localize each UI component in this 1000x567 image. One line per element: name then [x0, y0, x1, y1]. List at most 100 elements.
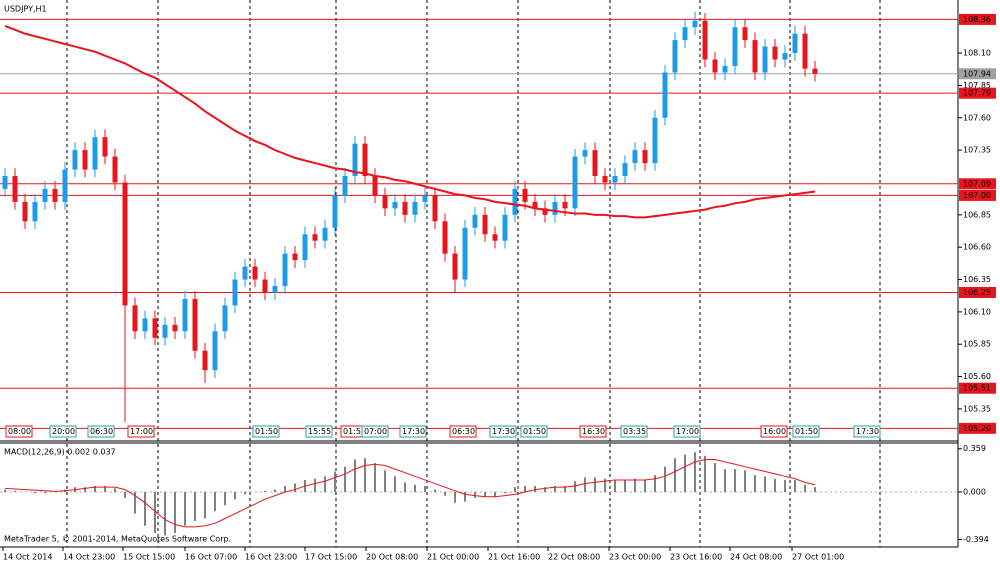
- candle-body: [792, 33, 798, 54]
- candle-body: [362, 143, 368, 176]
- y-tick-label: 107.35: [963, 146, 991, 155]
- candle-body: [442, 221, 448, 254]
- candle-body: [102, 137, 108, 157]
- candle-body: [562, 201, 568, 209]
- candle-body: [492, 234, 498, 241]
- candle-body: [812, 68, 818, 74]
- candle-body: [502, 214, 508, 241]
- candle-body: [282, 253, 288, 286]
- candle-body: [112, 156, 118, 183]
- candle-body: [272, 286, 278, 293]
- candle-body: [182, 298, 188, 332]
- candle-body: [632, 150, 638, 164]
- x-tick-label: 15 Oct 15:00: [123, 553, 175, 562]
- candle-body: [592, 150, 598, 176]
- candle-body: [202, 350, 208, 371]
- event-box: [760, 425, 788, 438]
- event-box: [5, 425, 33, 438]
- candle-body: [372, 176, 378, 196]
- candle-body: [162, 324, 168, 338]
- candle-body: [42, 188, 48, 202]
- level-box: [959, 382, 996, 394]
- event-label: 06:30: [90, 427, 113, 436]
- candle-body: [482, 214, 488, 235]
- candle-body: [212, 331, 218, 371]
- candle-body: [92, 137, 98, 170]
- y-tick-label: 0.359: [963, 444, 986, 453]
- candle-body: [432, 195, 438, 222]
- candle-body: [382, 195, 388, 209]
- candle-body: [642, 150, 648, 164]
- candle-body: [582, 150, 588, 157]
- candle-body: [222, 305, 228, 332]
- candle-body: [782, 53, 788, 60]
- level-label: 107.00: [963, 191, 991, 200]
- candle-body: [772, 46, 778, 60]
- level-box: [959, 13, 996, 25]
- event-label: 17:00: [676, 427, 699, 436]
- x-tick-label: 16 Oct 07:00: [185, 553, 237, 562]
- signal-line: [4, 458, 816, 528]
- candle-body: [392, 201, 398, 209]
- level-box: [959, 87, 996, 99]
- candle-body: [52, 188, 58, 202]
- candle-body: [692, 20, 698, 28]
- x-tick-label: 21 Oct 16:00: [488, 553, 540, 562]
- candle-body: [752, 40, 758, 73]
- event-label: 17:30: [492, 427, 515, 436]
- candle-body: [412, 201, 418, 215]
- candle-body: [762, 46, 768, 73]
- candle-body: [242, 266, 248, 280]
- y-tick-label: 107.60: [963, 113, 991, 122]
- event-label: 15:55: [308, 427, 331, 436]
- candle-body: [452, 253, 458, 280]
- moving-average: [4, 24, 816, 219]
- candle-body: [122, 182, 128, 306]
- event-box: [449, 425, 477, 438]
- y-tick-label: 105.85: [963, 340, 991, 349]
- y-tick-label: 106.35: [963, 275, 991, 284]
- event-box: [399, 425, 427, 438]
- x-tick-label: 23 Oct 00:00: [609, 553, 661, 562]
- x-tick-label: 23 Oct 16:00: [670, 553, 722, 562]
- candle-body: [662, 72, 668, 118]
- candle-body: [12, 176, 18, 202]
- event-box: [853, 425, 881, 438]
- level-label: 107.09: [963, 179, 991, 188]
- y-tick-label: 107.85: [963, 81, 991, 90]
- candle-body: [262, 279, 268, 293]
- candle-body: [312, 234, 318, 241]
- event-label: 08:00: [8, 427, 31, 436]
- level-label: 108.36: [963, 15, 991, 24]
- event-label: 07:00: [364, 427, 387, 436]
- y-tick-label: 108.10: [963, 49, 991, 58]
- candle-body: [172, 324, 178, 332]
- candle-body: [292, 253, 298, 261]
- event-box: [49, 425, 77, 438]
- event-box: [673, 425, 701, 438]
- candle-body: [322, 227, 328, 241]
- candle-body: [142, 318, 148, 332]
- y-tick-label: 106.10: [963, 307, 991, 316]
- event-box: [520, 425, 548, 438]
- candle-body: [722, 66, 728, 73]
- event-box: [489, 425, 517, 438]
- candle-body: [332, 195, 338, 228]
- level-box: [959, 422, 996, 434]
- candle-body: [732, 27, 738, 67]
- level-box: [959, 286, 996, 298]
- candle-body: [522, 188, 528, 202]
- candle-body: [82, 150, 88, 170]
- day-separators: [66, 0, 881, 547]
- event-label: 17:00: [130, 427, 153, 436]
- event-box: [620, 425, 648, 438]
- x-tick-label: 27 Oct 01:00: [792, 553, 844, 562]
- candle-body: [512, 188, 518, 215]
- y-tick-label: 0.000: [963, 487, 986, 496]
- level-label: 107.79: [963, 89, 991, 98]
- candle-body: [422, 195, 428, 202]
- event-label: 06:30: [452, 427, 475, 436]
- candle-body: [22, 201, 28, 222]
- candle-body: [742, 27, 748, 41]
